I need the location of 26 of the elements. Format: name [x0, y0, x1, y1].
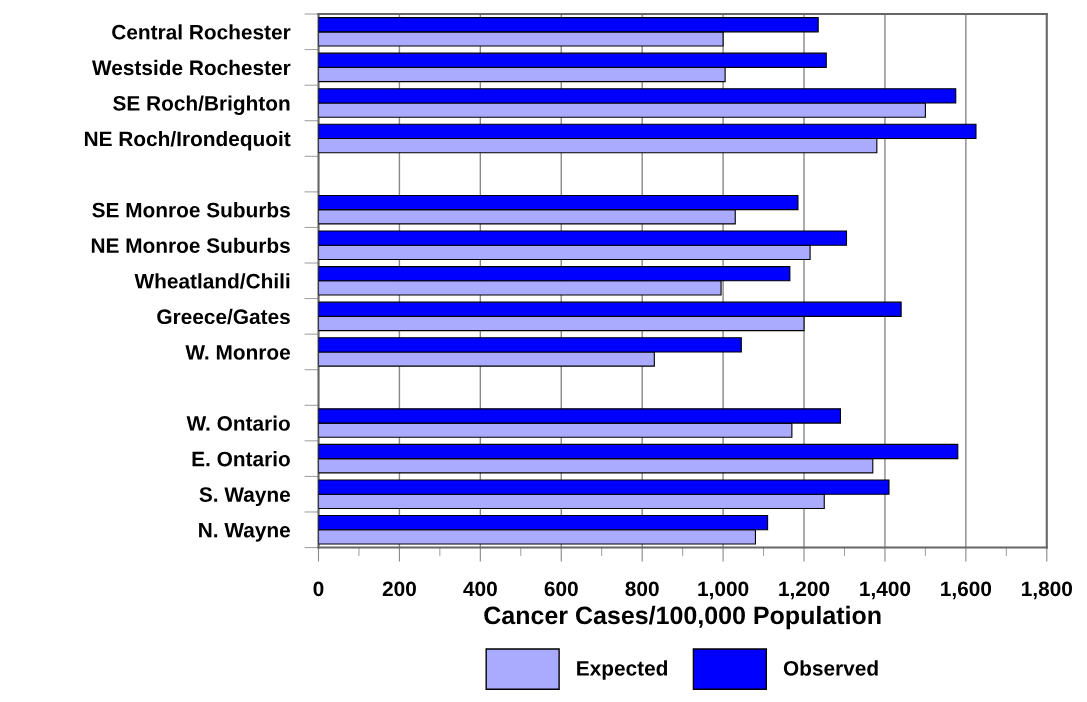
y-tick-label: Central Rochester: [112, 24, 291, 40]
x-tick-label: 1,400: [860, 581, 911, 600]
legend-label: Observed: [783, 660, 878, 676]
y-tick-label: NE Monroe Suburbs: [91, 237, 290, 253]
x-tick-label: 1,800: [1022, 581, 1072, 600]
x-tick-label: 800: [625, 581, 659, 597]
y-tick-label: W. Ontario: [186, 415, 290, 431]
x-tick-label: 600: [544, 581, 578, 597]
x-tick-label: 1,200: [779, 581, 830, 600]
x-axis-title: Cancer Cases/100,000 Population: [484, 605, 881, 630]
y-tick-label: E. Ontario: [192, 451, 290, 467]
y-tick-label: NE Roch/Irondequoit: [84, 130, 291, 151]
y-tick-label: W. Monroe: [185, 345, 291, 360]
x-tick-label: 1,600: [941, 581, 992, 600]
x-tick-label: 1,000: [698, 581, 749, 600]
y-tick-label: Westside Rochester: [91, 59, 291, 76]
x-tick-label: 400: [463, 581, 497, 597]
y-tick-label: N. Wayne: [199, 522, 291, 542]
y-tick-label: SE Monroe Suburbs: [92, 202, 290, 218]
legend-label: Expected: [577, 660, 668, 680]
y-tick-label: Wheatland/Chili: [134, 273, 290, 289]
x-tick-label: 0: [313, 581, 324, 597]
x-tick-label: 200: [382, 581, 416, 597]
y-tick-label: Greece/Gates: [157, 308, 290, 325]
y-tick-label: SE Roch/Brighton: [113, 95, 290, 115]
y-tick-label: S. Wayne: [199, 487, 291, 507]
